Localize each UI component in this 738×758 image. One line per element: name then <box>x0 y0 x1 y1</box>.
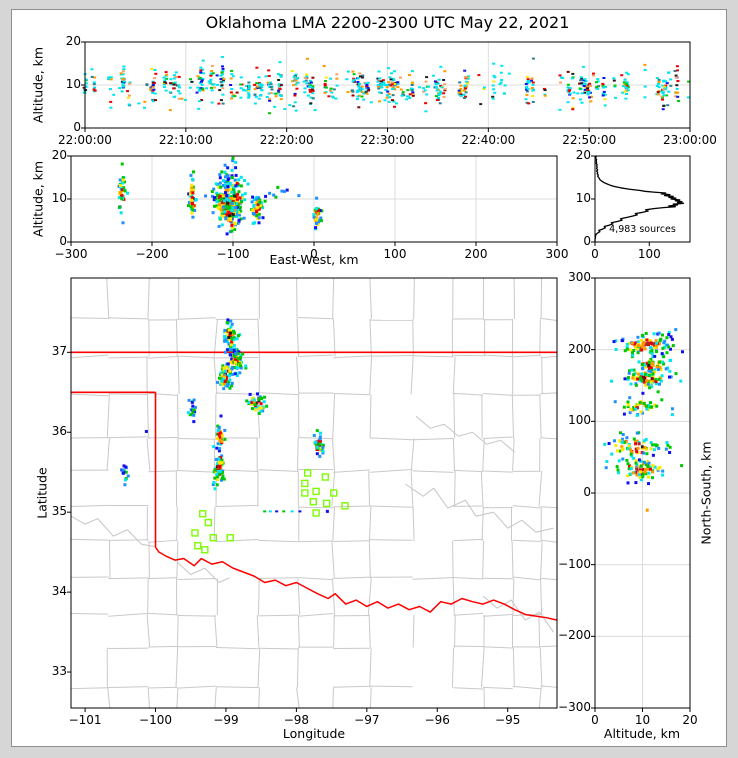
tick-label: 300 <box>568 270 591 284</box>
tick-label: 20 <box>682 713 698 727</box>
tick-label: −300 <box>54 247 88 261</box>
tick-label: 20 <box>575 148 591 162</box>
tick-label: 100 <box>637 247 661 261</box>
tick-label: 100 <box>383 247 407 261</box>
tick-label: 23:00:00 <box>663 133 717 147</box>
tick-label: 35 <box>51 504 67 519</box>
source-count-annotation: 4,983 sources <box>609 224 676 235</box>
tick-label: −100 <box>139 713 172 727</box>
tick-label: 10 <box>634 713 651 727</box>
ns-panel-xlabel: Altitude, km <box>603 726 681 741</box>
tick-label: 20 <box>51 148 67 162</box>
tick-label: 34 <box>51 584 67 599</box>
ns-height-points <box>603 328 684 512</box>
tick-label: 0 <box>583 485 591 499</box>
map-gray-rivers <box>70 415 554 633</box>
tick-label: 100 <box>568 413 591 428</box>
lma-station-markers <box>191 469 349 554</box>
tick-label: 0 <box>310 247 318 261</box>
altitude-histogram-curve <box>594 155 685 242</box>
tick-label: 10 <box>51 191 67 205</box>
tick-label: 37 <box>51 344 67 359</box>
figure-title: Oklahoma LMA 2200-2300 UTC May 22, 2021 <box>205 13 570 32</box>
tick-label: −99 <box>213 713 239 727</box>
tick-label: −300 <box>558 700 591 714</box>
ew-panel-xlabel: East-West, km <box>269 252 359 267</box>
time-height-points <box>82 56 691 115</box>
tick-label: −100 <box>216 247 250 261</box>
tick-label: −98 <box>283 713 310 727</box>
tick-label: −200 <box>558 628 591 643</box>
ns-panel-ylabel: North-South, km <box>698 441 714 545</box>
tick-label: −200 <box>135 247 169 261</box>
tick-label: 0 <box>59 234 67 248</box>
tick-label: 0 <box>591 713 599 727</box>
state-border <box>71 351 558 621</box>
tick-label: 20 <box>65 34 81 48</box>
tick-label: −95 <box>495 713 521 727</box>
tick-label: 22:10:00 <box>158 133 213 147</box>
map-county-lines <box>70 277 558 709</box>
map-source-points <box>120 318 329 513</box>
tick-label: 200 <box>568 341 591 356</box>
tick-label: 200 <box>464 247 488 261</box>
tick-label: 22:40:00 <box>461 133 516 147</box>
tick-label: 0 <box>591 247 599 261</box>
tick-label: 22:20:00 <box>259 133 314 147</box>
tick-label: 0 <box>583 234 591 248</box>
tick-label: 22:00:00 <box>58 133 112 147</box>
tick-label: 36 <box>51 424 67 439</box>
tick-label: 0 <box>73 120 81 134</box>
axis-ticks <box>67 41 691 712</box>
tick-label: 10 <box>65 77 81 91</box>
tick-label: −100 <box>558 556 591 571</box>
tick-label: 22:50:00 <box>562 133 617 147</box>
map-xlabel: Longitude <box>282 726 346 741</box>
ew-height-points <box>117 156 324 236</box>
tick-label: −101 <box>68 713 102 727</box>
tick-label: −96 <box>424 713 450 727</box>
tick-label: 33 <box>51 664 67 679</box>
tick-label: 22:30:00 <box>360 133 415 147</box>
tick-label: 300 <box>545 247 569 261</box>
tick-label: 10 <box>575 191 591 205</box>
tick-label: −97 <box>354 713 380 727</box>
